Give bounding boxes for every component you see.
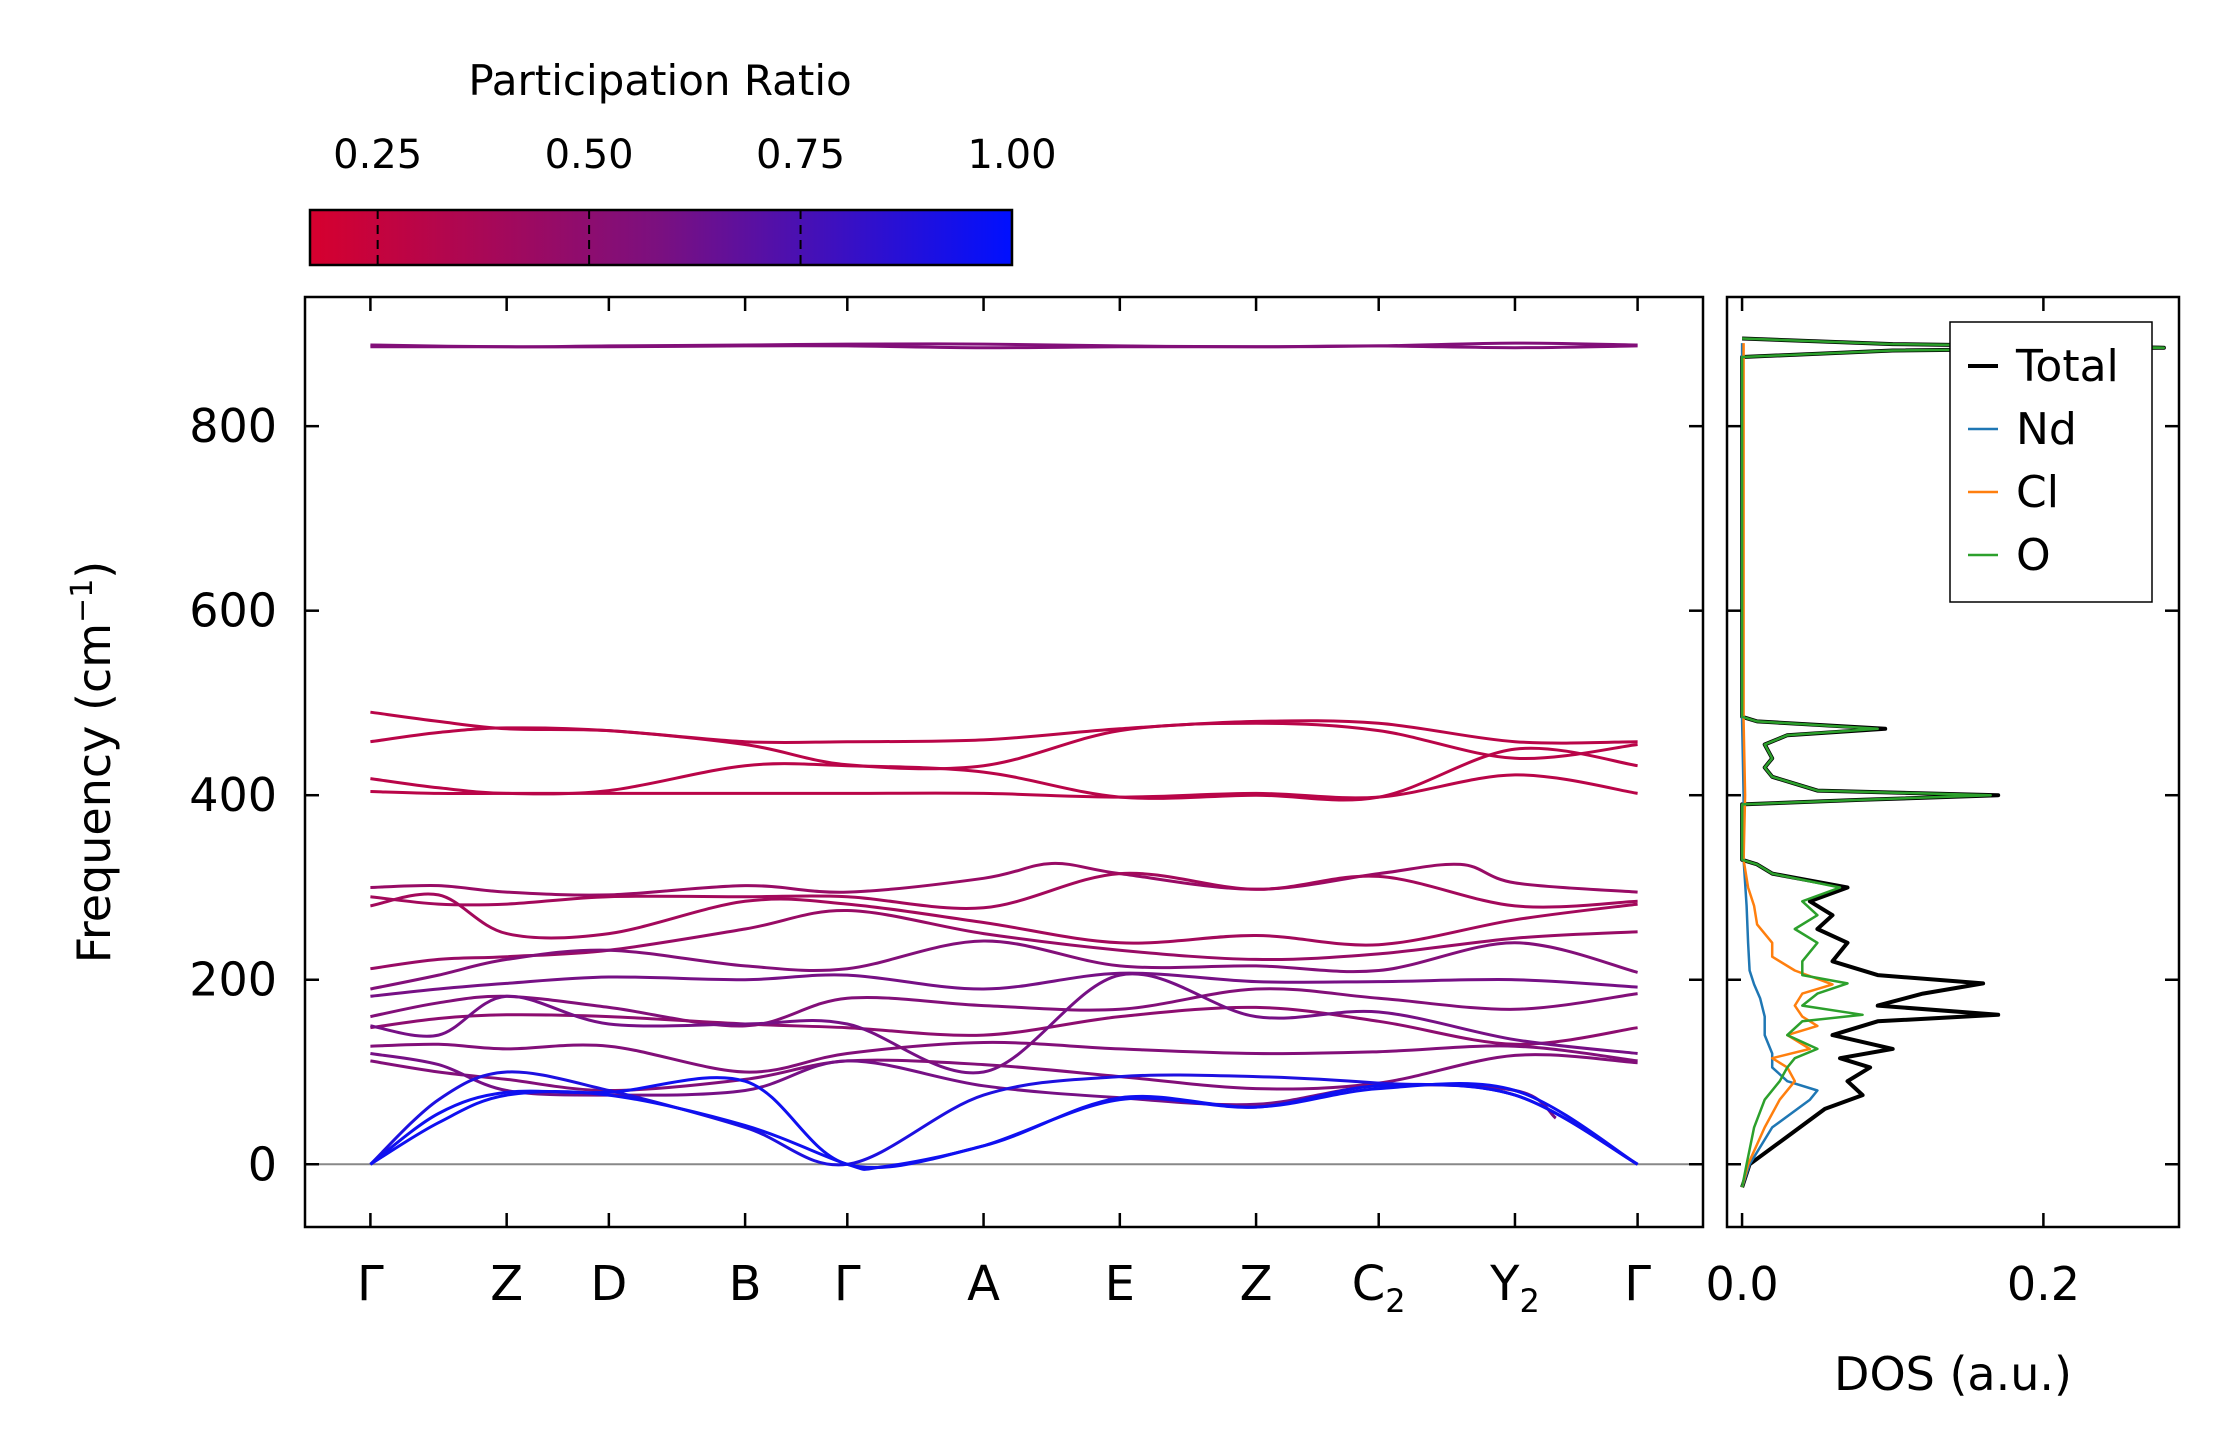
- colorbar-ticks: 0.25 0.50 0.75 1.00: [333, 132, 1057, 265]
- y-tick-label: 400: [189, 768, 277, 822]
- y-tick-label: 0: [248, 1137, 277, 1191]
- band-line: [370, 861, 1638, 897]
- y-tick-label: 600: [189, 584, 277, 638]
- dos-series-nd: [1740, 343, 1819, 1188]
- legend-label: Nd: [2016, 404, 2077, 455]
- band-line: [370, 1053, 1638, 1092]
- dos-x-tick-label: 0.2: [2007, 1257, 2080, 1311]
- kpoint-label: Γ: [834, 1256, 861, 1312]
- colorbar: Participation Ratio 0.25 0.50 0.75 1.00: [308, 56, 1057, 267]
- kpoint-label: Γ: [357, 1256, 384, 1312]
- colorbar-gradient: [308, 208, 1014, 267]
- band-x-ticks: Γ Z D B Γ A E Z C2 Y2 Γ: [357, 297, 1651, 1320]
- legend-items: Total Nd Cl O: [1968, 341, 2119, 581]
- y-tick-label: 200: [189, 953, 277, 1007]
- legend-label: O: [2016, 530, 2051, 581]
- colorbar-title: Participation Ratio: [468, 56, 851, 105]
- band-line: [370, 987, 1638, 1028]
- band-line: [370, 1040, 1638, 1074]
- colorbar-tick-label: 0.50: [545, 132, 634, 178]
- band-y-axis-label: Frequency (cm−1): [65, 561, 121, 964]
- band-y-ticks: 0 200 400 600 800: [189, 399, 1703, 1191]
- band-line: [370, 972, 1638, 1075]
- kpoint-label: B: [729, 1256, 762, 1312]
- dos-curves: [1740, 336, 2166, 1188]
- band-structure-panel: 0 200 400 600 800 Γ Z D B Γ A E Z C2 Y2 Γ Frequency (c…: [65, 295, 1705, 1320]
- kpoint-label: Y2: [1489, 1256, 1540, 1320]
- colorbar-tick-label: 1.00: [967, 132, 1056, 178]
- dos-axes-frame: [1725, 295, 2181, 1229]
- band-line: [370, 773, 1638, 800]
- colorbar-tick-label: 0.75: [756, 132, 845, 178]
- dos-series-o: [1740, 337, 2166, 1188]
- band-line: [370, 344, 1638, 350]
- legend-label: Total: [2015, 341, 2119, 392]
- dos-x-tick-label: 0.0: [1705, 1257, 1778, 1311]
- dos-x-axis-label: DOS (a.u.): [1834, 1347, 2072, 1401]
- band-line: [370, 1005, 1638, 1046]
- dos-panel: 0.0 0.2 DOS (a.u.) Total Nd Cl O: [1705, 295, 2181, 1401]
- band-line: [370, 892, 1638, 947]
- dos-legend: Total Nd Cl O: [1949, 321, 2153, 603]
- band-line: [370, 971, 1638, 998]
- band-line: [370, 908, 1638, 971]
- y-tick-label: 800: [189, 399, 277, 453]
- kpoint-label: C2: [1352, 1256, 1406, 1320]
- kpoint-label: A: [967, 1256, 1000, 1312]
- band-axes-frame: [303, 295, 1705, 1229]
- dos-x-ticks: 0.0 0.2: [1705, 297, 2080, 1311]
- dos-series-cl: [1740, 343, 1834, 1188]
- colorbar-tick-label: 0.25: [333, 132, 422, 178]
- band-line: [370, 871, 1638, 910]
- kpoint-label: D: [590, 1256, 627, 1312]
- band-line: [370, 939, 1638, 991]
- bands: [369, 341, 1639, 1171]
- dos-y-ticks: [1727, 424, 2179, 1166]
- kpoint-label: Z: [1240, 1256, 1273, 1312]
- band-line: [369, 1082, 1639, 1171]
- band-line: [370, 721, 1638, 771]
- legend-label: Cl: [2016, 467, 2059, 518]
- kpoint-label: Z: [490, 1256, 523, 1312]
- kpoint-label: E: [1105, 1256, 1135, 1312]
- kpoint-label: Γ: [1624, 1256, 1651, 1312]
